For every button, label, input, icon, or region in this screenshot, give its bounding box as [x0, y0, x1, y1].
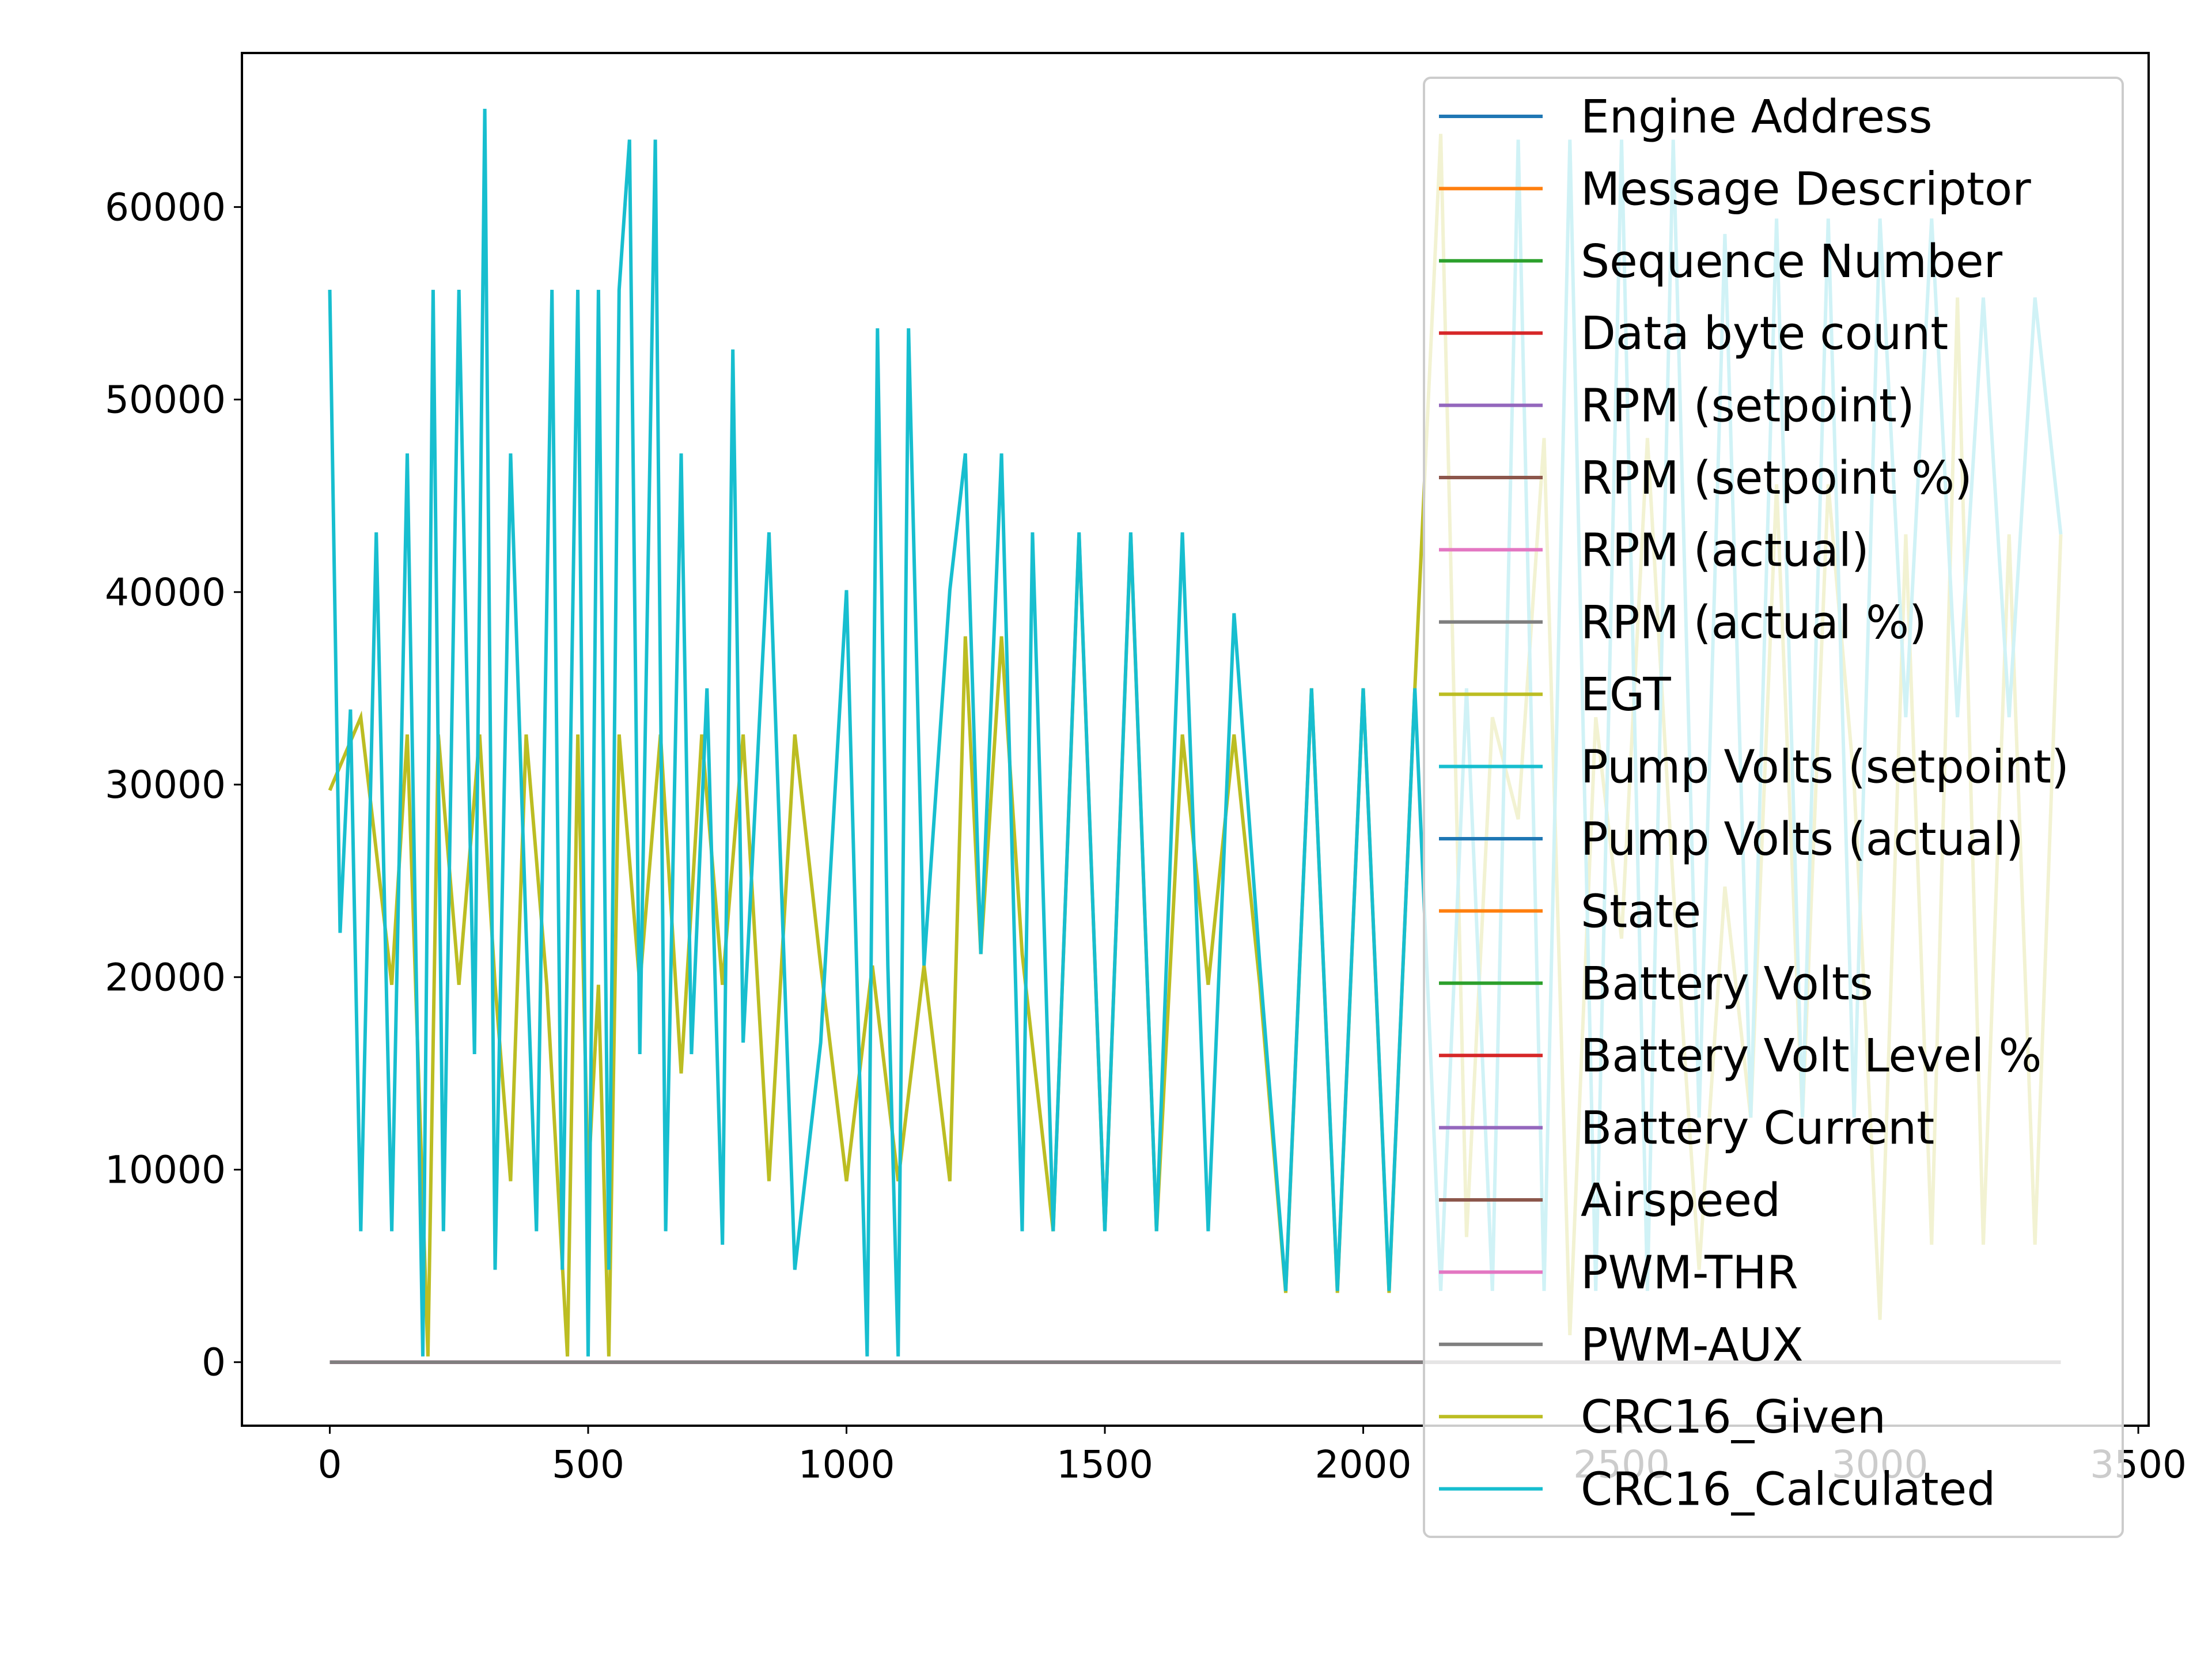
legend-label: RPM (actual) [1581, 524, 1869, 577]
plot-frame [241, 52, 2150, 1427]
legend-label: Pump Volts (setpoint) [1581, 741, 2069, 794]
legend-label: Battery Volt Level % [1581, 1029, 2042, 1082]
legend-label: PWM-THR [1581, 1246, 1798, 1299]
legend-label: CRC16_Given [1581, 1391, 1886, 1444]
x-tick-label: 1000 [798, 1442, 895, 1487]
legend-label: Pump Volts (actual) [1581, 813, 2024, 866]
y-tick-label: 30000 [105, 763, 226, 807]
legend-label: State [1581, 885, 1701, 938]
legend-label: CRC16_Calculated [1581, 1463, 1995, 1516]
legend-label: RPM (setpoint) [1581, 380, 1915, 433]
legend-label: Data byte count [1581, 307, 1948, 360]
legend-label: Message Descriptor [1581, 162, 2031, 215]
y-tick-label: 10000 [105, 1147, 226, 1192]
y-tick-label: 0 [202, 1340, 226, 1385]
legend-label: Battery Current [1581, 1102, 1934, 1155]
y-tick-label: 50000 [105, 378, 226, 422]
y-tick-label: 60000 [105, 185, 226, 229]
legend-label: RPM (setpoint %) [1581, 452, 1972, 505]
y-tick-label: 40000 [105, 570, 226, 615]
y-axis: 0 10000 20000 30000 40000 50000 60000 [105, 185, 242, 1385]
y-tick-label: 20000 [105, 955, 226, 999]
x-tick-label: 500 [552, 1442, 624, 1487]
legend-label: Airspeed [1581, 1174, 1781, 1227]
legend: Engine Address Message Descriptor Sequence… [1423, 77, 2124, 1538]
x-tick-label: 2000 [1315, 1442, 1412, 1487]
legend-label: Engine Address [1581, 90, 1932, 143]
legend-label: PWM-AUX [1581, 1319, 1804, 1372]
legend-label: Battery Volts [1581, 957, 1873, 1010]
x-tick-label: 0 [317, 1442, 342, 1487]
legend-label: EGT [1581, 668, 1671, 721]
legend-box [1423, 77, 2124, 1538]
legend-label: RPM (actual %) [1581, 596, 1927, 649]
x-tick-label: 1500 [1056, 1442, 1153, 1487]
legend-label: Sequence Number [1581, 235, 2003, 288]
